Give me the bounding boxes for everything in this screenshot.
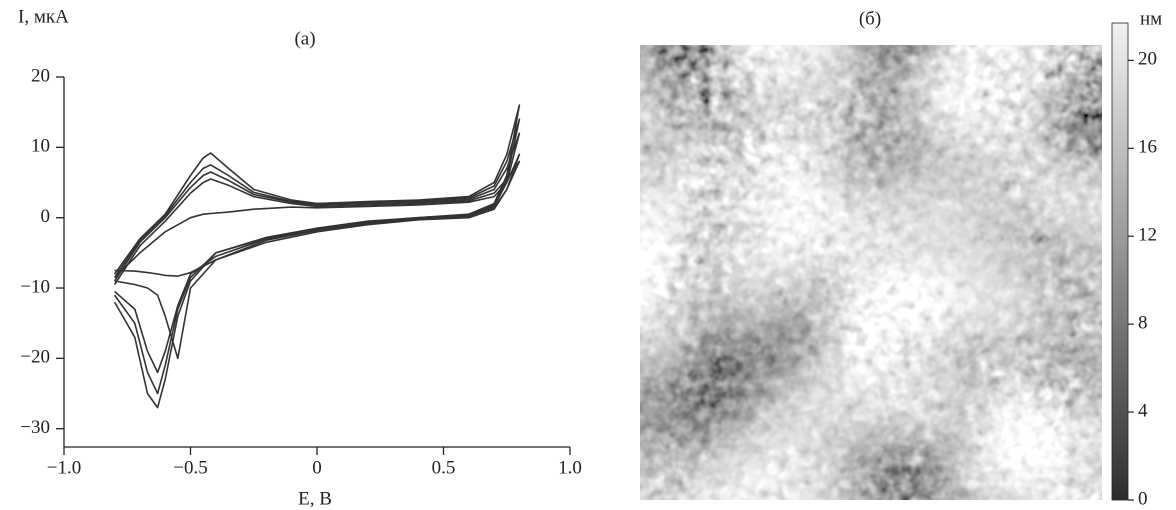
colorbar-tick-label: 0	[1138, 488, 1148, 509]
colorbar-tick-label: 8	[1138, 313, 1148, 334]
y-tick-label: −20	[20, 347, 50, 368]
y-axis-label: I, мкА	[18, 6, 69, 27]
colorbar	[1112, 23, 1128, 500]
chart-title: (б)	[859, 8, 881, 29]
x-tick-label: 1.0	[558, 457, 582, 478]
x-tick-label: −0.5	[173, 457, 207, 478]
colorbar-label: нм	[1140, 8, 1162, 29]
y-tick-label: 20	[31, 65, 50, 86]
cv-curve	[115, 133, 520, 372]
colorbar-tick-label: 16	[1138, 137, 1157, 158]
y-tick-label: −10	[20, 276, 50, 297]
y-tick-label: −30	[20, 417, 50, 438]
colorbar-tick-label: 12	[1138, 225, 1157, 246]
y-tick-label: 10	[31, 136, 50, 157]
x-tick-label: −1.0	[47, 457, 81, 478]
x-tick-label: 0.5	[432, 457, 456, 478]
figure: I, мкА (a) E, В (б) нм 20 10 0 −10 −20 −30 −1.…	[0, 0, 1176, 510]
cv-curve	[115, 105, 520, 408]
afm-image	[640, 45, 1102, 500]
y-tick-label: 0	[41, 206, 51, 227]
colorbar-tick-label: 20	[1138, 49, 1157, 70]
x-axis-label: E, В	[298, 488, 332, 509]
colorbar-tick-label: 4	[1138, 400, 1148, 421]
chart-title: (a)	[294, 28, 315, 49]
x-tick-label: 0	[312, 457, 322, 478]
